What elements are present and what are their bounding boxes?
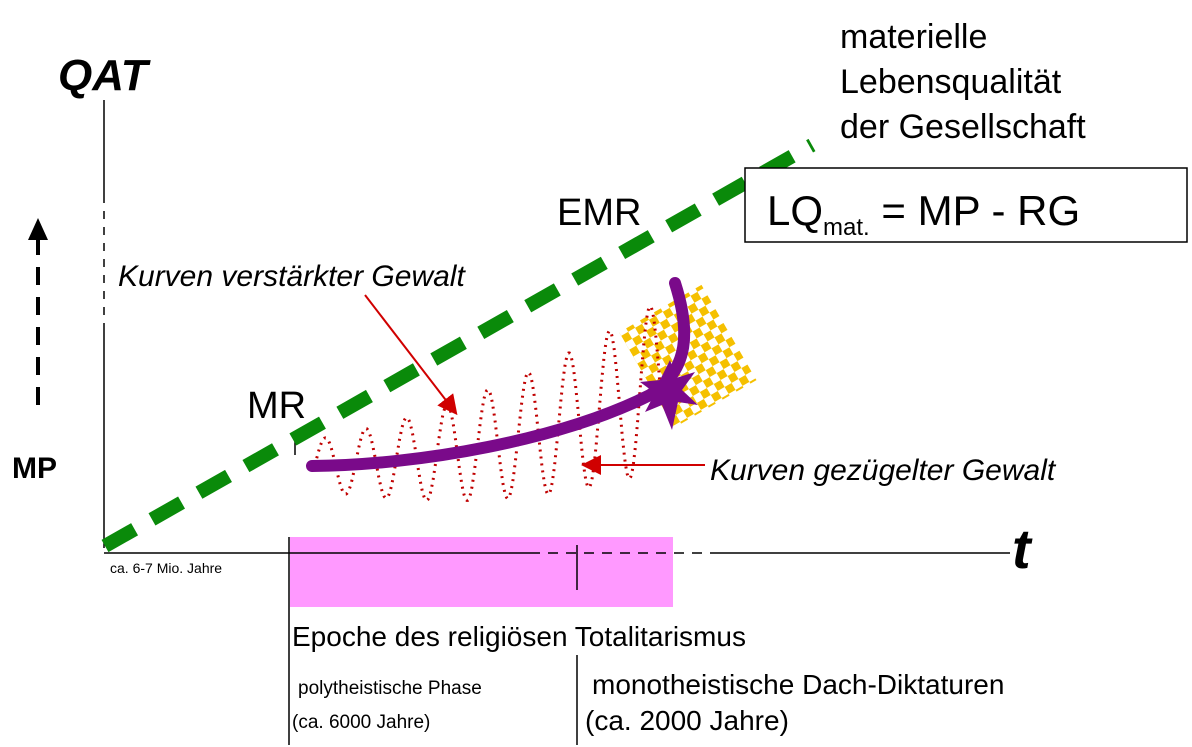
- line-label: materielle: [840, 18, 987, 56]
- trend-line: [101, 138, 816, 553]
- mp-arrow-head: [28, 218, 48, 240]
- arrow-up: [364, 294, 458, 416]
- burst: [640, 360, 698, 430]
- checker: [619, 284, 757, 428]
- restrained-curve: [306, 277, 691, 472]
- formula-sub: mat.: [823, 214, 870, 241]
- phase-span: (ca. 6000 Jahre): [292, 712, 430, 733]
- annotation: Kurven gezügelter Gewalt: [710, 454, 1057, 487]
- axes: [103, 100, 1010, 745]
- point-label: EMR: [557, 192, 641, 234]
- formula-main: LQ: [767, 187, 823, 234]
- formula-box: [744, 167, 1188, 243]
- point-label: MR: [247, 385, 306, 427]
- side-label: MP: [12, 452, 57, 485]
- formula-rest: = MP - RG: [870, 187, 1080, 234]
- line-label: Lebensqualität: [840, 63, 1062, 101]
- epoch-band: [290, 537, 673, 607]
- timeline-start: ca. 6-7 Mio. Jahre: [110, 560, 222, 576]
- epoch-label: Epoche des religiösen Totalitarismus: [292, 621, 746, 652]
- phase-label: monotheistische Dach-Diktaturen: [592, 669, 1004, 700]
- phase-span: (ca. 2000 Jahre): [585, 705, 789, 736]
- formula: LQmat. = MP - RG: [767, 187, 1080, 241]
- y-axis-label: QAT: [58, 51, 151, 100]
- line-label: der Gesellschaft: [840, 108, 1086, 146]
- phase-label: polytheistische Phase: [298, 678, 482, 699]
- x-axis-label: t: [1012, 517, 1033, 580]
- annotation: Kurven verstärkter Gewalt: [118, 260, 466, 293]
